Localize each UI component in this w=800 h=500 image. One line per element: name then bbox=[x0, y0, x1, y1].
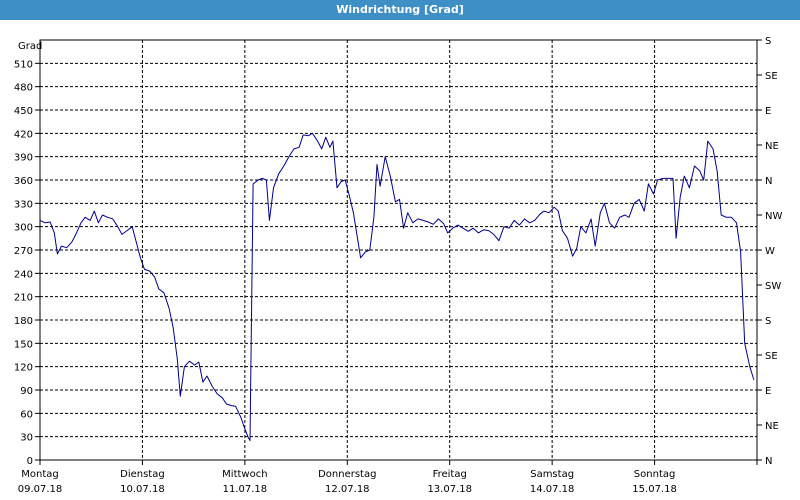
x-tick-date: 12.07.18 bbox=[325, 484, 370, 495]
right-tick-label: W bbox=[765, 246, 775, 257]
right-tick-label: E bbox=[765, 106, 771, 117]
right-tick-label: N bbox=[765, 176, 772, 187]
y-tick-label: 180 bbox=[14, 316, 33, 327]
series-group bbox=[39, 132, 755, 442]
y-axis-left: 0 30 60 90 120 150 180 210 240 270 300 330 360 390 420… bbox=[14, 59, 40, 467]
x-tick-date: 13.07.18 bbox=[427, 484, 472, 495]
x-tick-date: 09.07.18 bbox=[18, 484, 63, 495]
right-tick-label: NE bbox=[765, 141, 779, 152]
y-tick-label: 210 bbox=[14, 293, 33, 304]
x-tick-day: Dienstag bbox=[120, 469, 165, 480]
right-tick-label: NW bbox=[765, 211, 782, 222]
y-axis-right: N NE E SE S SW W NW N NE E SE S bbox=[757, 36, 782, 467]
x-tick-date: 10.07.18 bbox=[120, 484, 165, 495]
y-tick-label: 330 bbox=[14, 199, 33, 210]
right-tick-label: SW bbox=[765, 281, 781, 292]
y-tick-label: 90 bbox=[20, 386, 33, 397]
y-tick-label: 30 bbox=[20, 433, 33, 444]
x-tick-date: 11.07.18 bbox=[223, 484, 268, 495]
x-tick-day: Donnerstag bbox=[318, 469, 376, 480]
right-tick-label: SE bbox=[765, 71, 778, 82]
y-tick-label: 60 bbox=[20, 409, 33, 420]
right-tick-label: SE bbox=[765, 351, 778, 362]
right-tick-label: NE bbox=[765, 421, 779, 432]
x-tick-date: 14.07.18 bbox=[530, 484, 575, 495]
x-tick-day: Freitag bbox=[433, 469, 467, 480]
x-tick-day: Sonntag bbox=[634, 469, 676, 480]
x-tick-day: Samstag bbox=[530, 469, 574, 480]
right-tick-label: N bbox=[765, 456, 772, 467]
y-tick-label: 270 bbox=[14, 246, 33, 257]
x-axis: Montag 09.07.18 Dienstag 10.07.18 Mittwoch 11… bbox=[18, 460, 758, 495]
right-tick-label: S bbox=[765, 36, 771, 47]
y-tick-label: 0 bbox=[27, 456, 33, 467]
y-tick-label: 510 bbox=[14, 59, 33, 70]
y-tick-label: 480 bbox=[14, 83, 33, 94]
y-tick-label: 390 bbox=[14, 153, 33, 164]
right-tick-label: E bbox=[765, 386, 771, 397]
y-tick-label: 420 bbox=[14, 129, 33, 140]
y-tick-label: 240 bbox=[14, 269, 33, 280]
y-tick-label: 120 bbox=[14, 363, 33, 374]
y-tick-label: 150 bbox=[14, 339, 33, 350]
y-tick-label: 360 bbox=[14, 176, 33, 187]
x-tick-date: 15.07.18 bbox=[632, 484, 677, 495]
grid-lines bbox=[40, 39, 757, 460]
right-tick-label: S bbox=[765, 316, 771, 327]
y-axis-label: Grad bbox=[18, 41, 42, 52]
series-line bbox=[39, 132, 755, 442]
x-tick-day: Montag bbox=[21, 469, 58, 480]
x-tick-day: Mittwoch bbox=[222, 469, 267, 480]
y-tick-label: 450 bbox=[14, 106, 33, 117]
chart-title: Windrichtung [Grad] bbox=[0, 0, 800, 20]
y-tick-label: 300 bbox=[14, 223, 33, 234]
